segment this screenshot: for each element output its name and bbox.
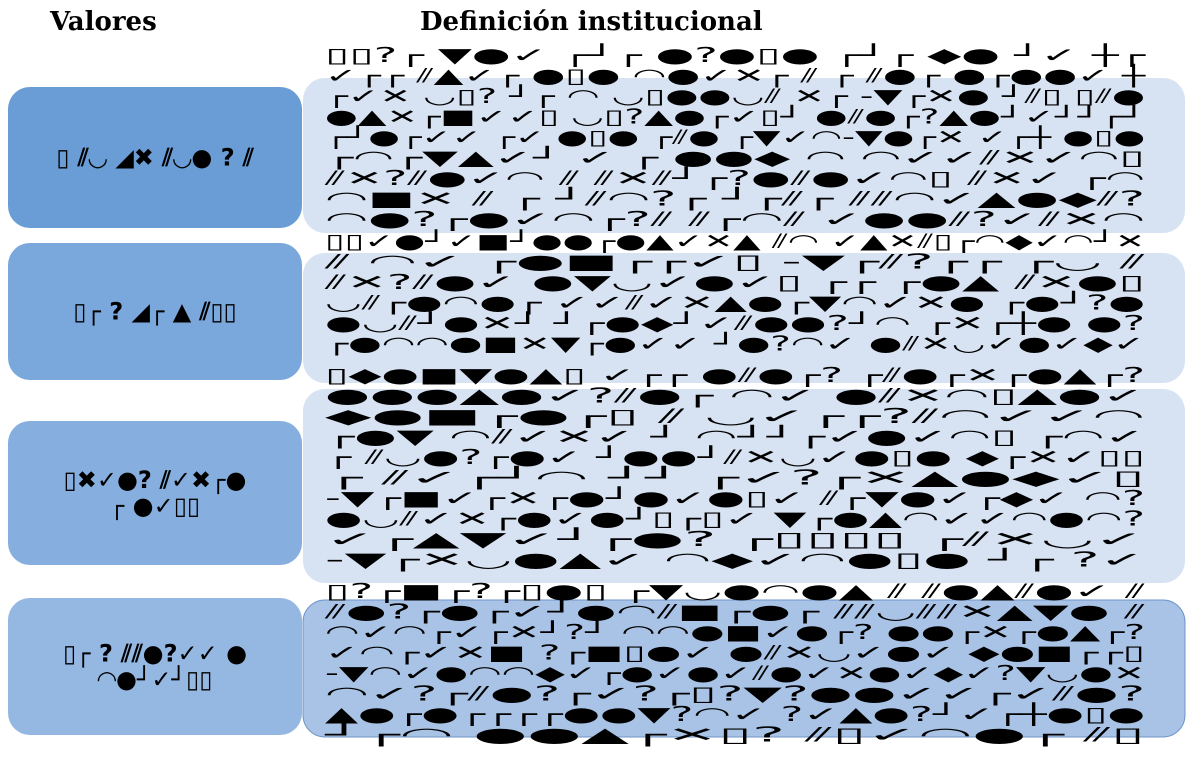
definition-line: ┌●◠◠●■✕▼┌●✓✓ ┘●?◠✓ ●⫽✕◡✓●✓◆✓ [325,332,1145,356]
header-definitions: Definición institucional [420,7,763,37]
definition-line: ┌ ⫽◡●?┌●✓ ┘●●┘⫽✕◡✓●▯● ◆┌✕✓▯▯ [325,445,1145,469]
definition-line: ◡⫽┌●◠●┌ ✓✓⫽✓✕▲●┌▼◠✓✕● ┌●┘?● [325,291,1145,315]
definition-line: ✓┌▲▼✓┘┌●? ┌▯▯▯▯ ┌⫽✕◡✓ [325,527,1145,551]
definition-line: ●▲✕┌■✓✓▯ ◡▯?▲●┌✓▯┘ ●⫽●┌?▲●┘✓┘┘┌┘ [325,105,1145,129]
definition-line: ✓◠┌✓✕■ ?┌■▯●✓ ●⫽✕◡✓●✓ ◆●■┌┌▯ [325,641,1145,665]
definition-line: -▼◠✓●◠◠◆✓┌●✓●✓⫽●✓✕●✓◆✓?▼◡●✕ [325,661,1145,685]
definition-line: ┌◠┌▼▲✓┘ ✓ ┌ ●●◆ ◠ ◠✓✓⫽✕✓◠▯ [325,146,1145,170]
definition-panel [303,78,1185,233]
definition-panel [303,389,1185,583]
value-box [8,421,302,565]
definition-line: ▯▯✓●┘✓■┘●●┌●▲✓✕▲ ⫽◠ ✓▲✕⫽▯┌◠◆✓◠┘✕ [325,229,1145,253]
definition-line: ◠✓◠┌✓┌✕┘?┘ ◠◠●■✓●┌? ●●┌✕┌●▲┌? [325,620,1145,644]
definition-line: ┌✓✕ ◡▯? ┘┌ ◠ ◡▯●●◡⫽ ✕┌ -▼┌✕● ┘⫽▯ ▯⫽● [325,84,1145,108]
definition-line: ▯◆●■▼●▲▯ ✓┌┌ ●⫽●┌? ┌⫽●┌✕┌●▲┌? [325,363,1145,387]
value-label: ▯┌ ? ◢┌ ▲ ⫽▯▯ [73,298,236,327]
definition-line: ┌ ⫽✓┌┘◠ ┘┘ ┌✓?┌✕▲●◆✓▯ [325,466,1145,490]
definition-line: ◆●■┌●┌▯ ⫽ ◡✓┌┌?⫽◠✓✓◠ [325,404,1145,428]
definition-line: -▼┌✕◡●▲✓ ◠◆✓◠●▯● ┘┌ ?✓ [325,548,1145,572]
value-label: ◠●┘✓┘▯▯ [98,665,213,694]
value-box [8,243,302,380]
value-box [8,598,302,735]
value-label: ▯┌ ? ⫽⫽●?✓✓ ● [63,640,247,669]
definition-line: ▯▯?┌ ▼●✓ ┌┘┌ ●?●▯● ┌┘┌ ◆● ┘✓ ┼┌ [325,43,1147,67]
definition-line: ▯?┌■┌?┌▯●▯ ┌▼◡●◠●▲ ⫽ ⫽●▲⫽●✓ ⫽ [325,579,1145,603]
definition-line: ⫽●?┌●┌✓┘●◠⫽■┌●┌ ⫽⫽◡⫽⫽✕▲▼● ⫽ [323,600,1146,624]
definition-line: ◠●?┌●✓◠┌?⫽ ⫽┌◠⫽ ✓●●⫽?✓⫽✕◠ [325,207,1145,231]
definition-line: ┌●▼ ◠⫽✓✕✓ ┘ ◠┘┘┌✓●✓◠▯ ┌◠✓ [325,425,1145,449]
header-values: Valores [49,7,157,37]
definition-line: ◠✓?┌⫽●?┌✓?┌▯?▼?●●✓✓┌✓⫽●? [325,682,1145,706]
definition-line: ▲●┌●┌┌┌┌●●▼?◠✓ ?✓▲●?┘✓┌┼●▯● [325,702,1145,726]
value-label: ┌ ●✓▯▯ [110,492,200,521]
definition-line: ┌┘●┌✓✓ ┌✓ ●▯● ┌⫽● ┌▼✓◠-▼●┌✕ ✓┌┼ ●▯● [325,125,1145,149]
value-label: ▯ ⫽◡ ◢✖ ⫽◡● ? ⫽ [56,144,254,172]
definition-line: -▼┌■✓┌✕┌●┘●✓●▯✓ ⫽┌▼●✓┌◆✓ ◠? [325,486,1145,510]
definition-line: ⫽✕?⫽●✓ ●▼◡✓●✓▯ ┌┌ ┌●▲ ⫽✕●▯ [323,270,1145,294]
definition-line: ◠■✕ ⫽ ┌ ┘⫽◠?┌ ┘┌⫽┌ ⫽⫽◠✓▲●◆⫽? [325,187,1145,211]
definition-line: ⫽✕?⫽●✓◠ ⫽ ⫽✕⫽┘┌?●⫽●✓◠▯ ⫽✕✓ ┌◠ [323,166,1145,190]
definition-line: ┘┌◠ ●●▲┌✕▯? ⫽▯✓◠●┌ ⫽▯ [322,723,1145,747]
definition-line: ●●●▲●✓?⫽●┌ ◠✓ ●⫽✕◠▯▲●✓ [325,384,1145,408]
value-box [8,87,302,228]
value-label: ▯✖✓●? ⫽✓✖┌● [64,466,247,495]
definition-line: ✓┌┌ ⫽▲✓┌ ●▯● ◠●✓✕┌ ⫽ ┌ ⫽●┌ ●┌●●✓ ┼ [325,64,1147,88]
definition-line: ●◡⫽┘●✕┘ ┘┌●◆┘✓⫽●●?┘◠ ┌✕┌┼● ●? [325,311,1145,335]
definition-line: ●◡⫽✓✕┌●✓●┘▯┌▯✓ ▼┌●▲◠✓✓◠●◠? [325,507,1145,531]
definition-panel [302,599,1186,738]
definition-line: ⫽ ◠✓ ┌●■┌┌✓▯ -▼┌⫽?┌┌ ┌◡ ⫽ [322,250,1145,274]
definition-panel [303,253,1185,383]
